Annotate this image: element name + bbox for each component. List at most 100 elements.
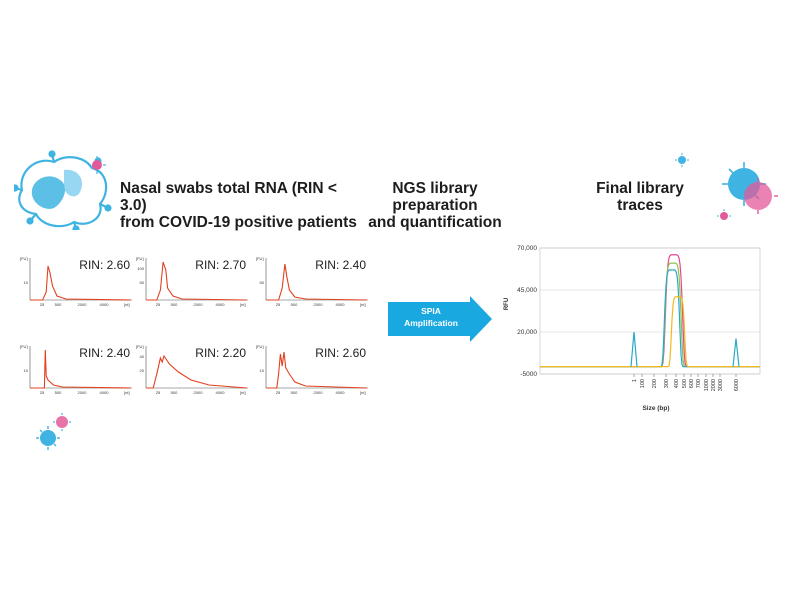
rin-trace-line: [146, 261, 247, 301]
panel-x-tick: 500: [171, 390, 178, 395]
panel-x-unit: [nt]: [124, 390, 130, 395]
left-heading-line-1: Nasal swabs total RNA (RIN < 3.0): [120, 180, 337, 214]
chart-gridlines: [539, 247, 761, 375]
panel-y-tick: 50: [260, 280, 265, 285]
series-line: [540, 296, 760, 368]
middle-heading-line-1: NGS library: [392, 180, 478, 197]
x-tick-label: 600: [689, 379, 695, 388]
panel-y-tick: 100: [137, 266, 144, 271]
panel-x-tick: 2000: [314, 390, 324, 395]
left-heading: Nasal swabs total RNA (RIN < 3.0) from C…: [120, 180, 360, 231]
panel-x-unit: [nt]: [124, 302, 130, 307]
right-heading-line-1: Final library: [596, 180, 684, 197]
panel-x-unit: [nt]: [360, 390, 366, 395]
middle-heading-line-2: preparation: [392, 197, 478, 214]
rin-panel: [FU] 10 25 500 2000 4000 [nt] RIN: 2.60: [20, 256, 132, 308]
rin-trace-line: [266, 351, 367, 389]
y-tick-label: -5000: [520, 371, 537, 378]
y-tick-label: 45,000: [517, 287, 537, 294]
right-heading: Final library traces: [580, 180, 700, 214]
marker-peak: [732, 338, 740, 367]
panel-x-tick: 4000: [336, 302, 346, 307]
panel-x-unit: [nt]: [360, 302, 366, 307]
arrow-label-line-2: Amplification: [404, 318, 458, 328]
y-tick-label: 20,000: [517, 329, 537, 336]
x-tick-label: 400: [674, 379, 680, 388]
plot-frame: [539, 247, 761, 375]
top-right-virus-cluster-icon: [675, 153, 778, 220]
rin-panel: [FU] 10 25 500 2000 4000 [nt] RIN: 2.40: [20, 344, 132, 396]
small-pink-virus-icon: [88, 156, 106, 174]
panel-x-unit: [nt]: [240, 302, 246, 307]
series-line: [540, 262, 760, 368]
rin-trace-line: [146, 354, 247, 389]
panel-y-tick: 10: [260, 368, 265, 373]
rin-electropherogram: [FU] 40 20 25 500 2000 4000 [nt]: [136, 344, 248, 395]
panel-y-tick: 10: [24, 368, 29, 373]
rin-panel: [FU] 40 20 25 500 2000 4000 [nt] RIN: 2.20: [136, 344, 248, 396]
panel-x-tick: 500: [171, 302, 178, 307]
x-tick-label: 3000: [718, 379, 724, 391]
x-tick-label: 2000: [711, 379, 717, 391]
panel-x-tick: 2000: [194, 302, 204, 307]
panel-x-tick: 25: [156, 302, 161, 307]
rin-trace-line: [30, 265, 131, 301]
final-library-trace-chart: 70,000 45,000 20,000 -5000 1 100 200 300 400 500…: [504, 245, 761, 412]
rin-electropherogram: [FU] 10 25 500 2000 4000 [nt]: [20, 256, 132, 307]
chart-x-tick-labels: 1 100 200 300 400 500 600 700 1000 2000 3000 6000: [632, 374, 740, 391]
rin-value: RIN: 2.60: [79, 258, 130, 272]
right-heading-line-2: traces: [617, 197, 663, 214]
x-tick-label: 700: [696, 379, 702, 388]
panel-x-tick: 4000: [100, 302, 110, 307]
panel-y-unit: [FU]: [256, 256, 264, 261]
panel-y-tick: 10: [24, 280, 29, 285]
rin-panel: [FU] 10 25 500 2000 4000 [nt] RIN: 2.60: [256, 344, 368, 396]
panel-x-tick: 25: [156, 390, 161, 395]
panel-x-tick: 500: [55, 390, 62, 395]
panel-x-unit: [nt]: [240, 390, 246, 395]
chart-x-axis-label: Size (bp): [642, 405, 669, 412]
chart-y-tick-labels: 70,000 45,000 20,000 -5000: [517, 245, 537, 378]
panel-y-unit: [FU]: [256, 344, 264, 349]
panel-x-tick: 500: [55, 302, 62, 307]
panel-x-tick: 500: [291, 302, 298, 307]
panel-x-tick: 2000: [314, 302, 324, 307]
rin-electropherogram: [FU] 50 25 500 2000 4000 [nt]: [256, 256, 368, 307]
rin-value: RIN: 2.70: [195, 258, 246, 272]
x-tick-label: 6000: [734, 379, 740, 391]
x-tick-label: 1000: [704, 379, 710, 391]
x-tick-label: 100: [640, 379, 646, 388]
panel-y-unit: [FU]: [136, 256, 144, 261]
panel-x-tick: 2000: [78, 390, 88, 395]
rin-panel: [FU] 100 50 25 500 2000 4000 [nt] RIN: 2.70: [136, 256, 248, 308]
x-tick-label: 500: [682, 379, 688, 388]
panel-x-tick: 2000: [194, 390, 204, 395]
y-tick-label: 70,000: [517, 245, 537, 252]
bottom-left-virus-icon: [36, 413, 71, 450]
panel-x-tick: 25: [276, 390, 281, 395]
rin-value: RIN: 2.40: [79, 346, 130, 360]
x-tick-label: 200: [652, 379, 658, 388]
rin-panel: [FU] 50 25 500 2000 4000 [nt] RIN: 2.40: [256, 256, 368, 308]
chart-series: [540, 254, 760, 368]
left-heading-line-2: from COVID-19 positive patients: [120, 214, 357, 231]
chart-y-axis-label: RFU: [504, 298, 510, 310]
panel-x-tick: 25: [276, 302, 281, 307]
arrow-label-line-1: SPIA: [421, 306, 441, 316]
panel-y-unit: [FU]: [136, 344, 144, 349]
panel-x-tick: 4000: [100, 390, 110, 395]
rin-trace-line: [266, 263, 367, 301]
rin-value: RIN: 2.40: [315, 258, 366, 272]
panel-x-tick: 25: [40, 302, 45, 307]
middle-heading-line-3: and quantification: [368, 214, 502, 231]
rin-electropherogram: [FU] 10 25 500 2000 4000 [nt]: [20, 344, 132, 395]
panel-y-tick: 20: [140, 368, 145, 373]
x-tick-label: 300: [664, 379, 670, 388]
panel-x-tick: 4000: [336, 390, 346, 395]
panel-y-tick: 40: [140, 354, 145, 359]
marker-peak: [630, 331, 638, 367]
panel-x-tick: 2000: [78, 302, 88, 307]
series-line: [540, 254, 760, 368]
panel-y-unit: [FU]: [20, 344, 28, 349]
rin-electropherogram: [FU] 10 25 500 2000 4000 [nt]: [256, 344, 368, 395]
